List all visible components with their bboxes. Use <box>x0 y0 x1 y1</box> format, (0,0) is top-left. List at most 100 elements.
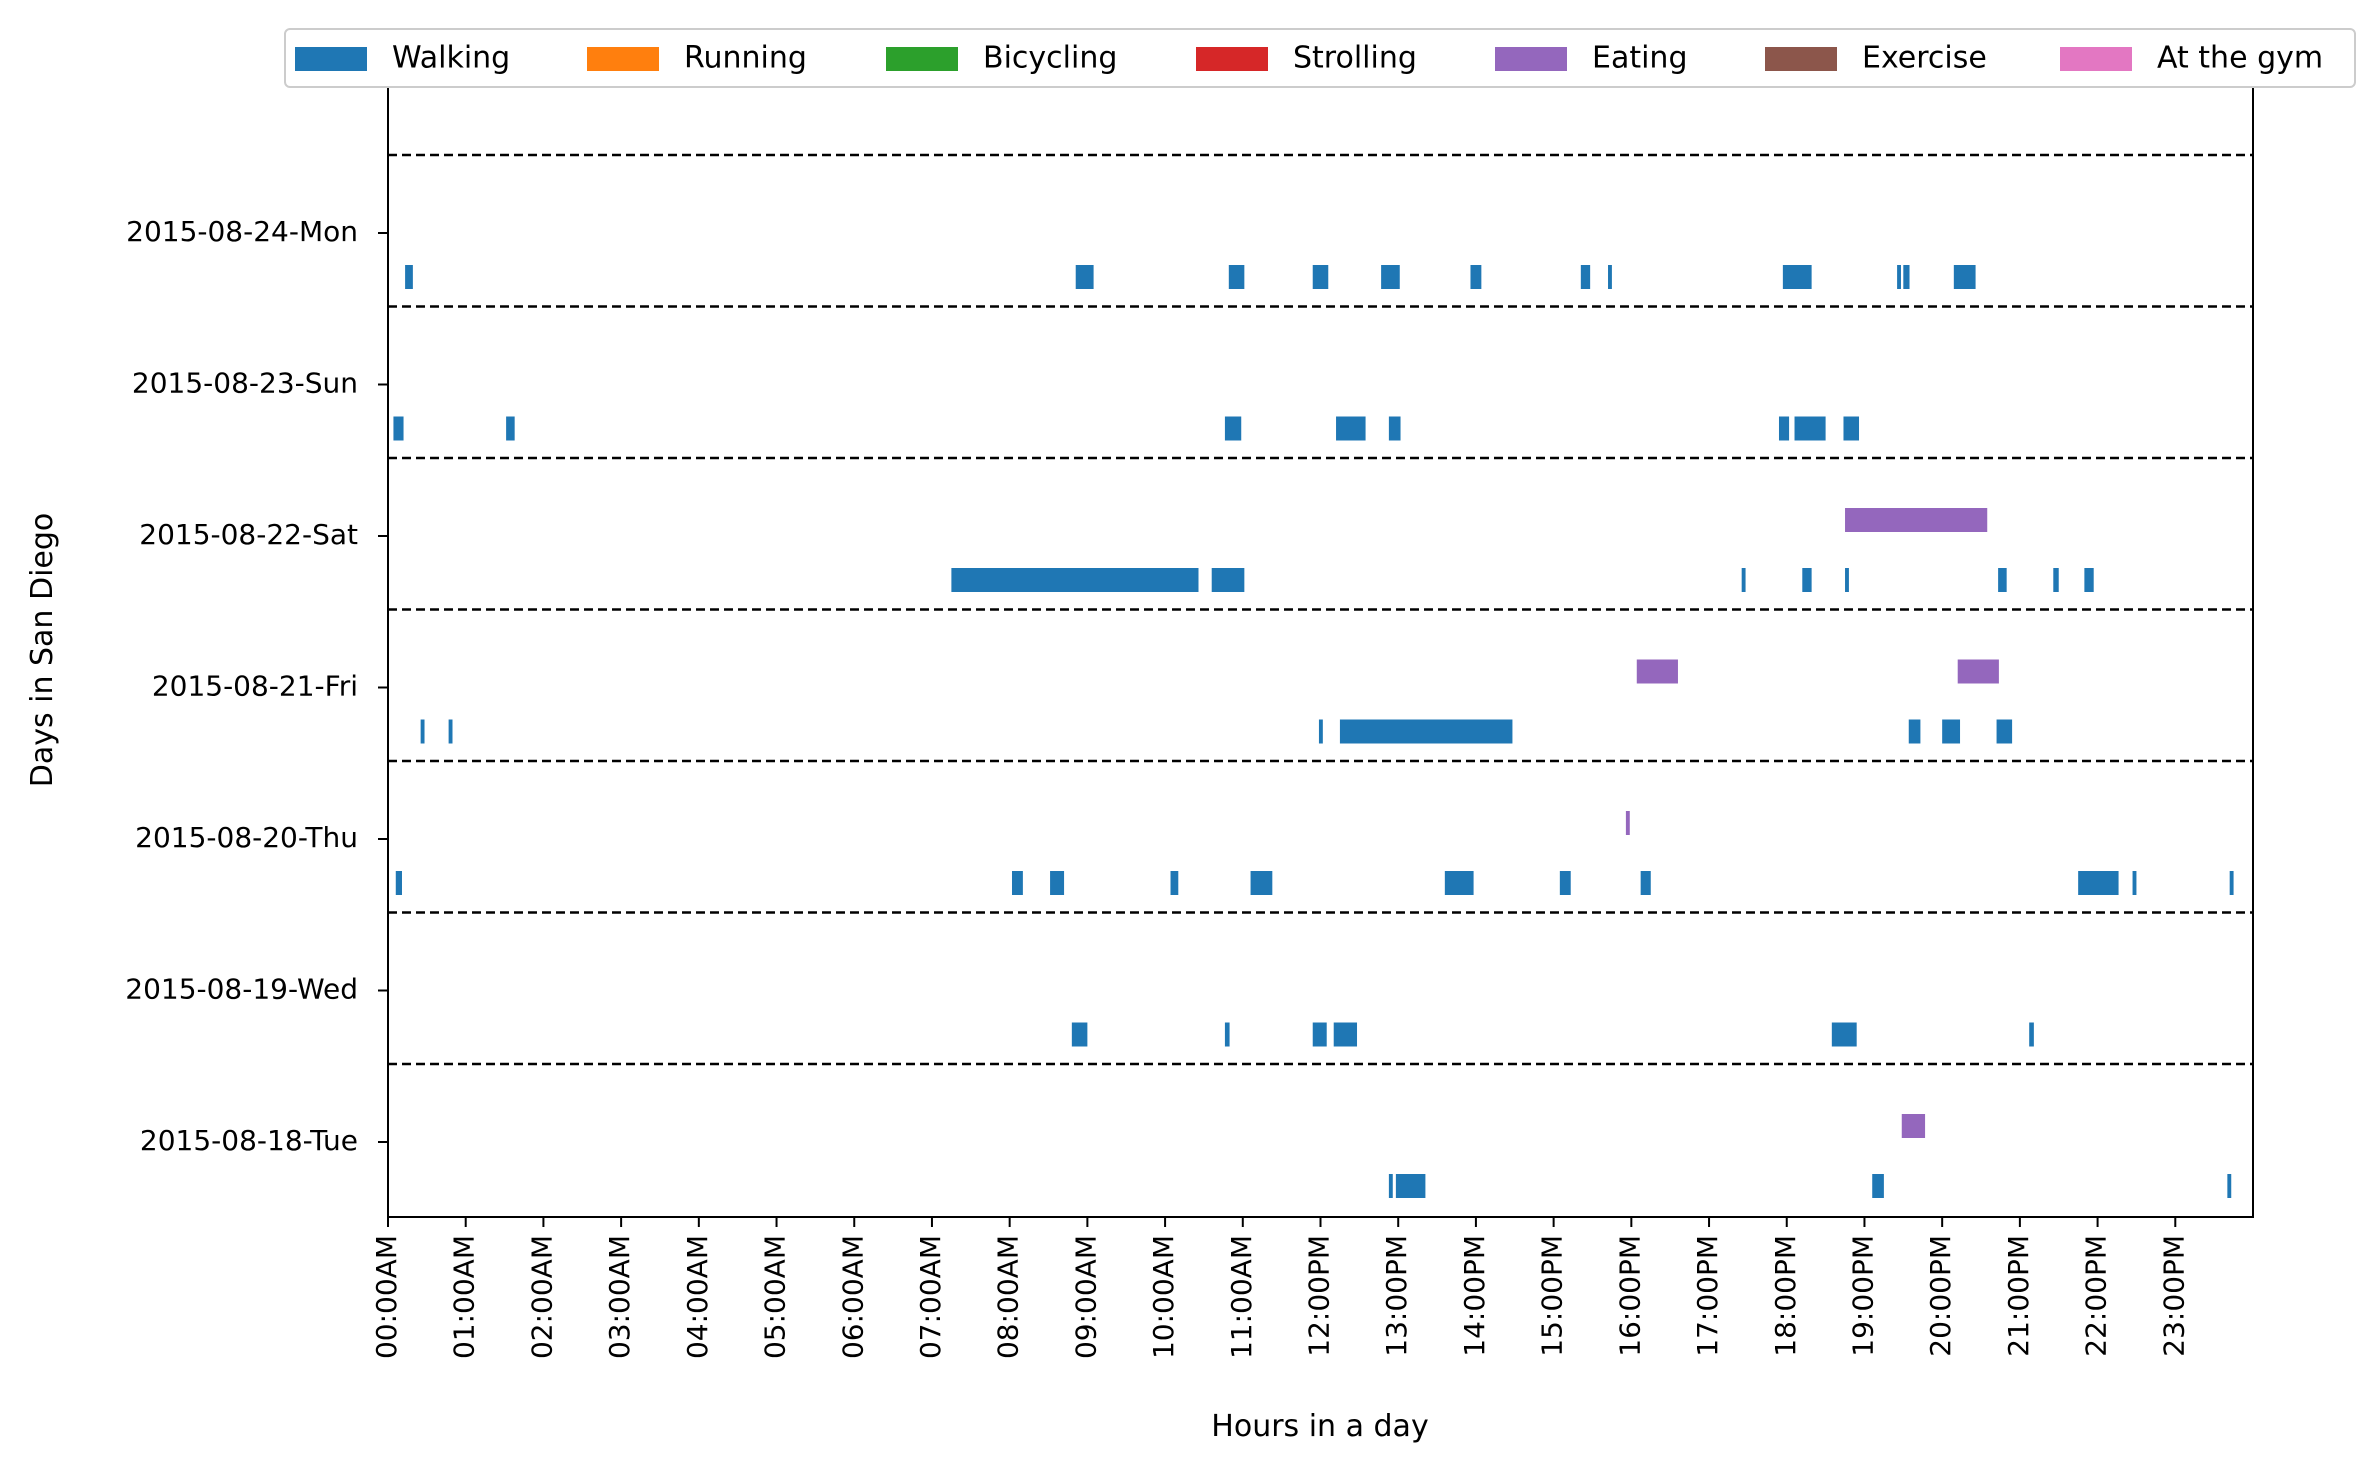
activity-bar-walking <box>1336 416 1366 441</box>
activity-bar-walking <box>1224 416 1242 441</box>
y-axis-label: Days in San Diego <box>25 513 60 788</box>
activity-bar-walking <box>1071 1022 1088 1047</box>
activity-bar-walking <box>395 871 402 895</box>
activity-bar-walking <box>1395 1174 1426 1198</box>
activity-bar-walking <box>2078 871 2119 895</box>
activity-bar-walking <box>1224 1022 1230 1047</box>
activity-bar-walking <box>1470 265 1482 289</box>
activity-bar-walking <box>1802 568 1812 592</box>
activity-bar-walking <box>1942 719 1961 744</box>
x-tick-label: 08:00AM <box>992 1235 1025 1359</box>
x-tick-label: 09:00AM <box>1069 1235 1102 1359</box>
activity-bar-eating <box>1845 508 1988 532</box>
x-tick-label: 05:00AM <box>759 1235 792 1359</box>
legend-label: Walking <box>392 41 510 76</box>
x-tick-label: 13:00PM <box>1380 1235 1413 1357</box>
y-tick-label: 2015-08-24-Mon <box>126 215 358 248</box>
y-tick-label: 2015-08-23-Sun <box>132 367 358 400</box>
activity-bar-walking <box>1996 719 2013 744</box>
activity-bar-walking <box>1011 871 1023 895</box>
x-tick-label: 15:00PM <box>1536 1235 1569 1357</box>
legend-swatch <box>1196 47 1268 71</box>
legend-label: Eating <box>1592 41 1688 76</box>
y-tick-label: 2015-08-20-Thu <box>135 821 358 854</box>
x-tick-label: 00:00AM <box>370 1235 403 1359</box>
activity-bar-walking <box>1608 265 1612 289</box>
activity-bar-walking <box>1170 871 1179 895</box>
y-axis-ticks: 2015-08-24-Mon 2015-08-23-Sun 2015-08-22-S… <box>125 215 388 1157</box>
activity-bar-walking <box>2084 568 2094 592</box>
activity-bar-walking <box>1897 265 1901 289</box>
activity-bars <box>393 265 2234 1198</box>
activity-bar-walking <box>1794 416 1826 441</box>
activity-bar-walking <box>1381 265 1400 289</box>
x-tick-label: 02:00AM <box>525 1235 558 1359</box>
activity-bar-walking <box>1050 871 1065 895</box>
activity-bar-walking <box>1250 871 1273 895</box>
activity-bar-walking <box>1640 871 1651 895</box>
day-separators <box>388 153 2253 1066</box>
x-tick-label: 19:00PM <box>1846 1235 1879 1357</box>
activity-bar-walking <box>1953 265 1976 289</box>
y-tick-label: 2015-08-21-Fri <box>152 670 358 703</box>
activity-bar-walking <box>1831 1022 1857 1047</box>
activity-bar-walking <box>2029 1022 2034 1047</box>
activity-bar-walking <box>1388 416 1401 441</box>
legend-swatch <box>886 47 958 71</box>
legend-label: Strolling <box>1293 41 1417 76</box>
legend-swatch <box>295 47 367 71</box>
x-tick-label: 22:00PM <box>2080 1235 2113 1357</box>
activity-bar-walking <box>1339 719 1513 744</box>
legend: Walking Running Bicycling Strolling Eating Ex… <box>284 28 2356 88</box>
activity-bar-walking <box>405 265 413 289</box>
y-tick-label: 2015-08-22-Sat <box>139 518 358 551</box>
x-tick-label: 04:00AM <box>681 1235 714 1359</box>
activity-bar-walking <box>506 416 515 441</box>
activity-bar-walking <box>1388 1174 1393 1198</box>
x-tick-label: 07:00AM <box>914 1235 947 1359</box>
activity-bar-walking <box>1782 265 1812 289</box>
activity-bar-walking <box>1312 265 1329 289</box>
activity-bar-eating <box>1636 659 1678 684</box>
x-axis-label: Hours in a day <box>1211 1409 1428 1444</box>
x-tick-label: 06:00AM <box>836 1235 869 1359</box>
x-tick-label: 23:00PM <box>2157 1235 2190 1357</box>
legend-swatch <box>2060 47 2132 71</box>
activity-bar-walking <box>1211 568 1245 592</box>
x-tick-label: 20:00PM <box>1924 1235 1957 1357</box>
activity-bar-walking <box>448 719 453 744</box>
legend-swatch <box>1765 47 1837 71</box>
activity-bar-walking <box>2229 871 2234 895</box>
activity-bar-eating <box>1625 811 1630 835</box>
x-tick-label: 17:00PM <box>1691 1235 1724 1357</box>
activity-bar-walking <box>393 416 404 441</box>
legend-label: Running <box>684 41 807 76</box>
x-tick-label: 03:00AM <box>603 1235 636 1359</box>
legend-label: At the gym <box>2157 41 2323 76</box>
activity-bar-walking <box>1872 1174 1884 1198</box>
x-tick-label: 18:00PM <box>1769 1235 1802 1357</box>
y-tick-label: 2015-08-19-Wed <box>125 973 358 1006</box>
activity-bar-walking <box>1778 416 1790 441</box>
activity-bar-walking <box>1228 265 1245 289</box>
activity-bar-walking <box>2227 1174 2232 1198</box>
activity-bar-walking <box>1903 265 1910 289</box>
activity-bar-walking <box>1318 719 1323 744</box>
activity-bar-walking <box>1333 1022 1358 1047</box>
x-tick-label: 01:00AM <box>448 1235 481 1359</box>
y-tick-label: 2015-08-18-Tue <box>140 1124 358 1157</box>
x-tick-label: 12:00PM <box>1303 1235 1336 1357</box>
activity-bar-walking <box>1998 568 2007 592</box>
activity-bar-eating <box>1901 1114 1926 1138</box>
activity-bar-walking <box>1741 568 1746 592</box>
activity-bar-walking <box>1843 416 1860 441</box>
activity-bar-walking <box>2132 871 2137 895</box>
x-axis-ticks: 00:00AM 01:00AM 02:00AM 03:00AM 04:00AM 05:00… <box>370 1217 2190 1359</box>
legend-label: Bicycling <box>983 41 1117 76</box>
activity-bar-walking <box>2053 568 2059 592</box>
x-tick-label: 16:00PM <box>1613 1235 1646 1357</box>
legend-swatch <box>1495 47 1567 71</box>
activity-bar-walking <box>1908 719 1921 744</box>
activity-bar-walking <box>1312 1022 1327 1047</box>
